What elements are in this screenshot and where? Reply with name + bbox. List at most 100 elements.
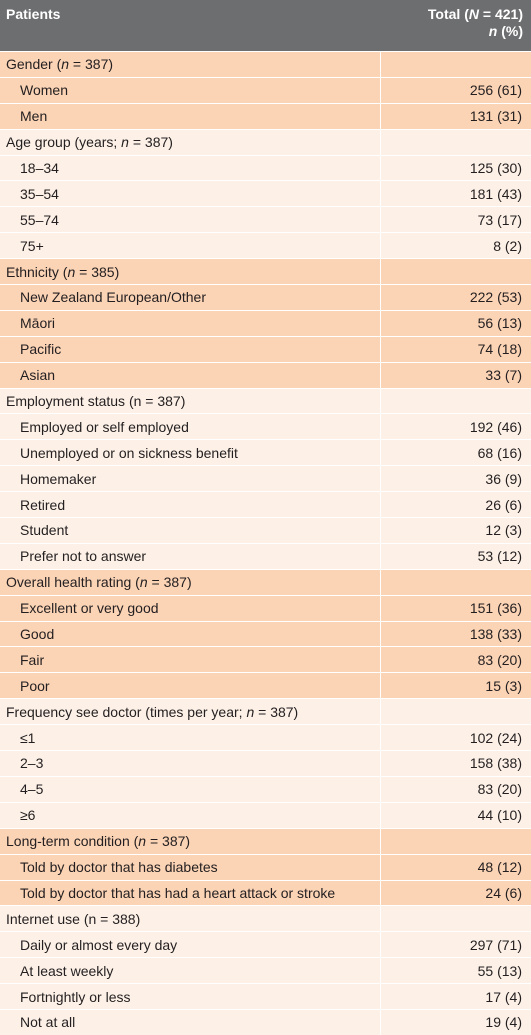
row-label: Retired: [0, 491, 380, 518]
row-label: Told by doctor that has had a heart atta…: [0, 879, 380, 906]
group-title-n: n: [138, 833, 147, 850]
row-value: 8 (2): [379, 232, 531, 259]
row-value: 73 (17): [379, 206, 531, 233]
group-header-row: Gender (n = 387): [0, 51, 531, 78]
group-title-text: Ethnicity (: [6, 263, 68, 280]
group-header-row: Age group (years; n = 387): [0, 128, 531, 156]
group-title-text: = 387): [254, 703, 299, 720]
table-row: Told by doctor that has diabetes 48 (12): [0, 853, 531, 880]
group-value-cell: [379, 905, 531, 932]
table-row: 75+ 8 (2): [0, 232, 531, 259]
group-header-row: Ethnicity (n = 385): [0, 258, 531, 285]
table-row: Homemaker 36 (9): [0, 465, 531, 492]
row-label: New Zealand European/Other: [0, 284, 380, 311]
row-label: Fortnightly or less: [0, 983, 380, 1010]
row-label: ≥6: [0, 801, 380, 829]
group-title: Frequency see doctor (times per year; n …: [0, 698, 380, 725]
row-label: Employed or self employed: [0, 413, 380, 440]
table-row: Daily or almost every day 297 (71): [0, 931, 531, 958]
header-patients: Patients: [0, 0, 380, 52]
header-sub-n: n: [488, 23, 498, 39]
row-label: ≤1: [0, 724, 380, 751]
row-value: 17 (4): [379, 983, 531, 1010]
row-value: 15 (3): [379, 672, 531, 699]
row-value: 83 (20): [379, 646, 531, 673]
header-sub-rest: (%): [497, 23, 523, 39]
row-value: 158 (38): [379, 750, 531, 777]
group-value-cell: [379, 568, 531, 596]
row-value: 68 (16): [379, 439, 531, 466]
row-value: 44 (10): [379, 801, 531, 829]
group-title: Gender (n = 387): [0, 51, 380, 78]
group-header-row: Internet use (n = 388): [0, 905, 531, 932]
table-row: Fair 83 (20): [0, 646, 531, 673]
table-row: 55–74 73 (17): [0, 206, 531, 233]
table-row: Student 12 (3): [0, 517, 531, 544]
row-value: 222 (53): [379, 284, 531, 311]
group-header-row: Long-term condition (n = 387): [0, 827, 531, 855]
row-value: 131 (31): [379, 102, 531, 130]
row-value: 53 (12): [379, 542, 531, 570]
row-value: 151 (36): [379, 594, 531, 622]
row-label: 4–5: [0, 775, 380, 803]
row-label: Women: [0, 76, 380, 104]
row-value: 102 (24): [379, 724, 531, 751]
table-row: Unemployed or on sickness benefit 68 (16): [0, 439, 531, 466]
table-row: ≥6 44 (10): [0, 801, 531, 829]
header-total-suffix: = 421): [479, 6, 523, 22]
table-row: Women 256 (61): [0, 76, 531, 104]
row-value: 297 (71): [379, 931, 531, 958]
row-value: 181 (43): [379, 180, 531, 207]
group-title-text: = 387): [146, 833, 191, 850]
row-value: 256 (61): [379, 76, 531, 104]
table-row: Pacific 74 (18): [0, 335, 531, 363]
row-label: Unemployed or on sickness benefit: [0, 439, 380, 466]
group-value-cell: [379, 51, 531, 78]
table-row: Prefer not to answer 53 (12): [0, 542, 531, 570]
row-label: Told by doctor that has diabetes: [0, 853, 380, 880]
table-row: 4–5 83 (20): [0, 775, 531, 803]
row-label: Māori: [0, 309, 380, 337]
row-label: At least weekly: [0, 957, 380, 984]
table-body: Gender (n = 387) Women 256 (61) Men 131 (31)…: [0, 51, 531, 1035]
table-row: Māori 56 (13): [0, 309, 531, 337]
table-row: Fortnightly or less 17 (4): [0, 983, 531, 1010]
group-title-text: Gender (: [6, 56, 62, 73]
table-row: ≤1 102 (24): [0, 724, 531, 751]
table-row: New Zealand European/Other 222 (53): [0, 284, 531, 311]
row-label: Pacific: [0, 335, 380, 363]
row-value: 33 (7): [379, 361, 531, 389]
row-value: 83 (20): [379, 775, 531, 803]
group-value-cell: [379, 258, 531, 285]
group-header-row: Frequency see doctor (times per year; n …: [0, 698, 531, 725]
table-row: Men 131 (31): [0, 102, 531, 130]
group-title-n: n: [246, 703, 255, 720]
table-row: Excellent or very good 151 (36): [0, 594, 531, 622]
group-title-text: = 387): [69, 56, 114, 73]
row-label: 18–34: [0, 154, 380, 181]
group-title-text: Employment status (n = 387): [6, 393, 186, 410]
group-title-n: n: [67, 263, 76, 280]
header-total-n: N: [468, 6, 480, 22]
group-value-cell: [379, 128, 531, 156]
row-label: Student: [0, 517, 380, 544]
row-label: 35–54: [0, 180, 380, 207]
group-title-n: n: [61, 56, 70, 73]
row-label: Fair: [0, 646, 380, 673]
row-label: Daily or almost every day: [0, 931, 380, 958]
group-title-n: n: [139, 574, 148, 591]
row-label: Not at all: [0, 1008, 380, 1035]
table-row: Not at all 19 (4): [0, 1008, 531, 1035]
group-title: Ethnicity (n = 385): [0, 258, 380, 285]
row-label: Good: [0, 620, 380, 647]
row-value: 192 (46): [379, 413, 531, 440]
table-row: Asian 33 (7): [0, 361, 531, 389]
group-title: Long-term condition (n = 387): [0, 827, 380, 855]
table-row: Told by doctor that has had a heart atta…: [0, 879, 531, 906]
group-value-cell: [379, 698, 531, 725]
row-value: 74 (18): [379, 335, 531, 363]
group-title: Employment status (n = 387): [0, 387, 380, 414]
row-value: 24 (6): [379, 879, 531, 906]
row-label: Prefer not to answer: [0, 542, 380, 570]
